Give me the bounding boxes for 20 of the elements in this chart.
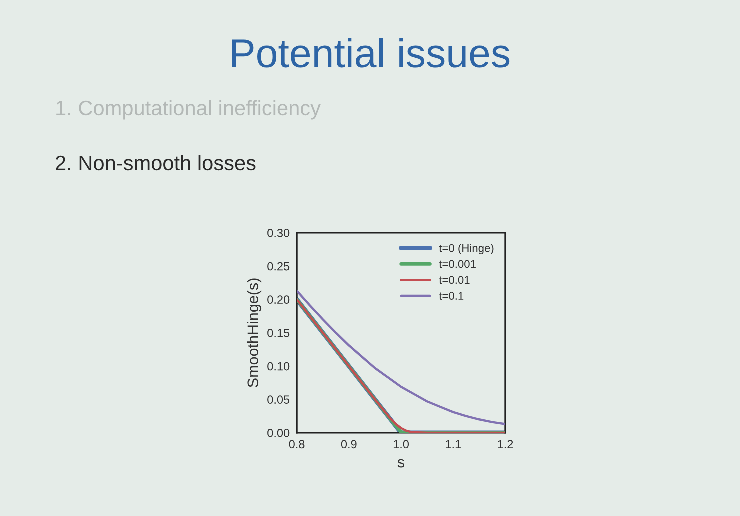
chart-title: Potential issues (232, 38, 510, 68)
y-tick-label: 0.05 (268, 396, 290, 404)
legend-label: t=0.001 (439, 260, 476, 268)
x-tick-label: 0.9 (341, 440, 357, 449)
x-tick-label: 1.1 (446, 440, 462, 448)
x-tick-label: 1.0 (394, 440, 410, 449)
x-axis-title: s (398, 459, 405, 468)
y-tick-label: 0.20 (268, 296, 290, 304)
legend-label: t=0.01 (439, 276, 470, 284)
y-tick-label: 0.10 (268, 362, 290, 371)
y-tick-label: 0.15 (268, 329, 290, 338)
y-tick-label: 0.30 (268, 229, 290, 238)
x-tick-label: 0.8 (289, 440, 305, 449)
y-tick-label: 0.25 (268, 262, 290, 271)
y-tick-label: 0.00 (268, 429, 290, 438)
legend-label: t=0.1 (439, 292, 464, 300)
y-axis-title: SmoothHinge(s) (247, 278, 262, 388)
legend-label: t=0 (Hinge) (439, 244, 494, 254)
x-tick-label: 1.2 (498, 440, 514, 448)
text: 2. Non-smooth losses (56, 155, 256, 171)
